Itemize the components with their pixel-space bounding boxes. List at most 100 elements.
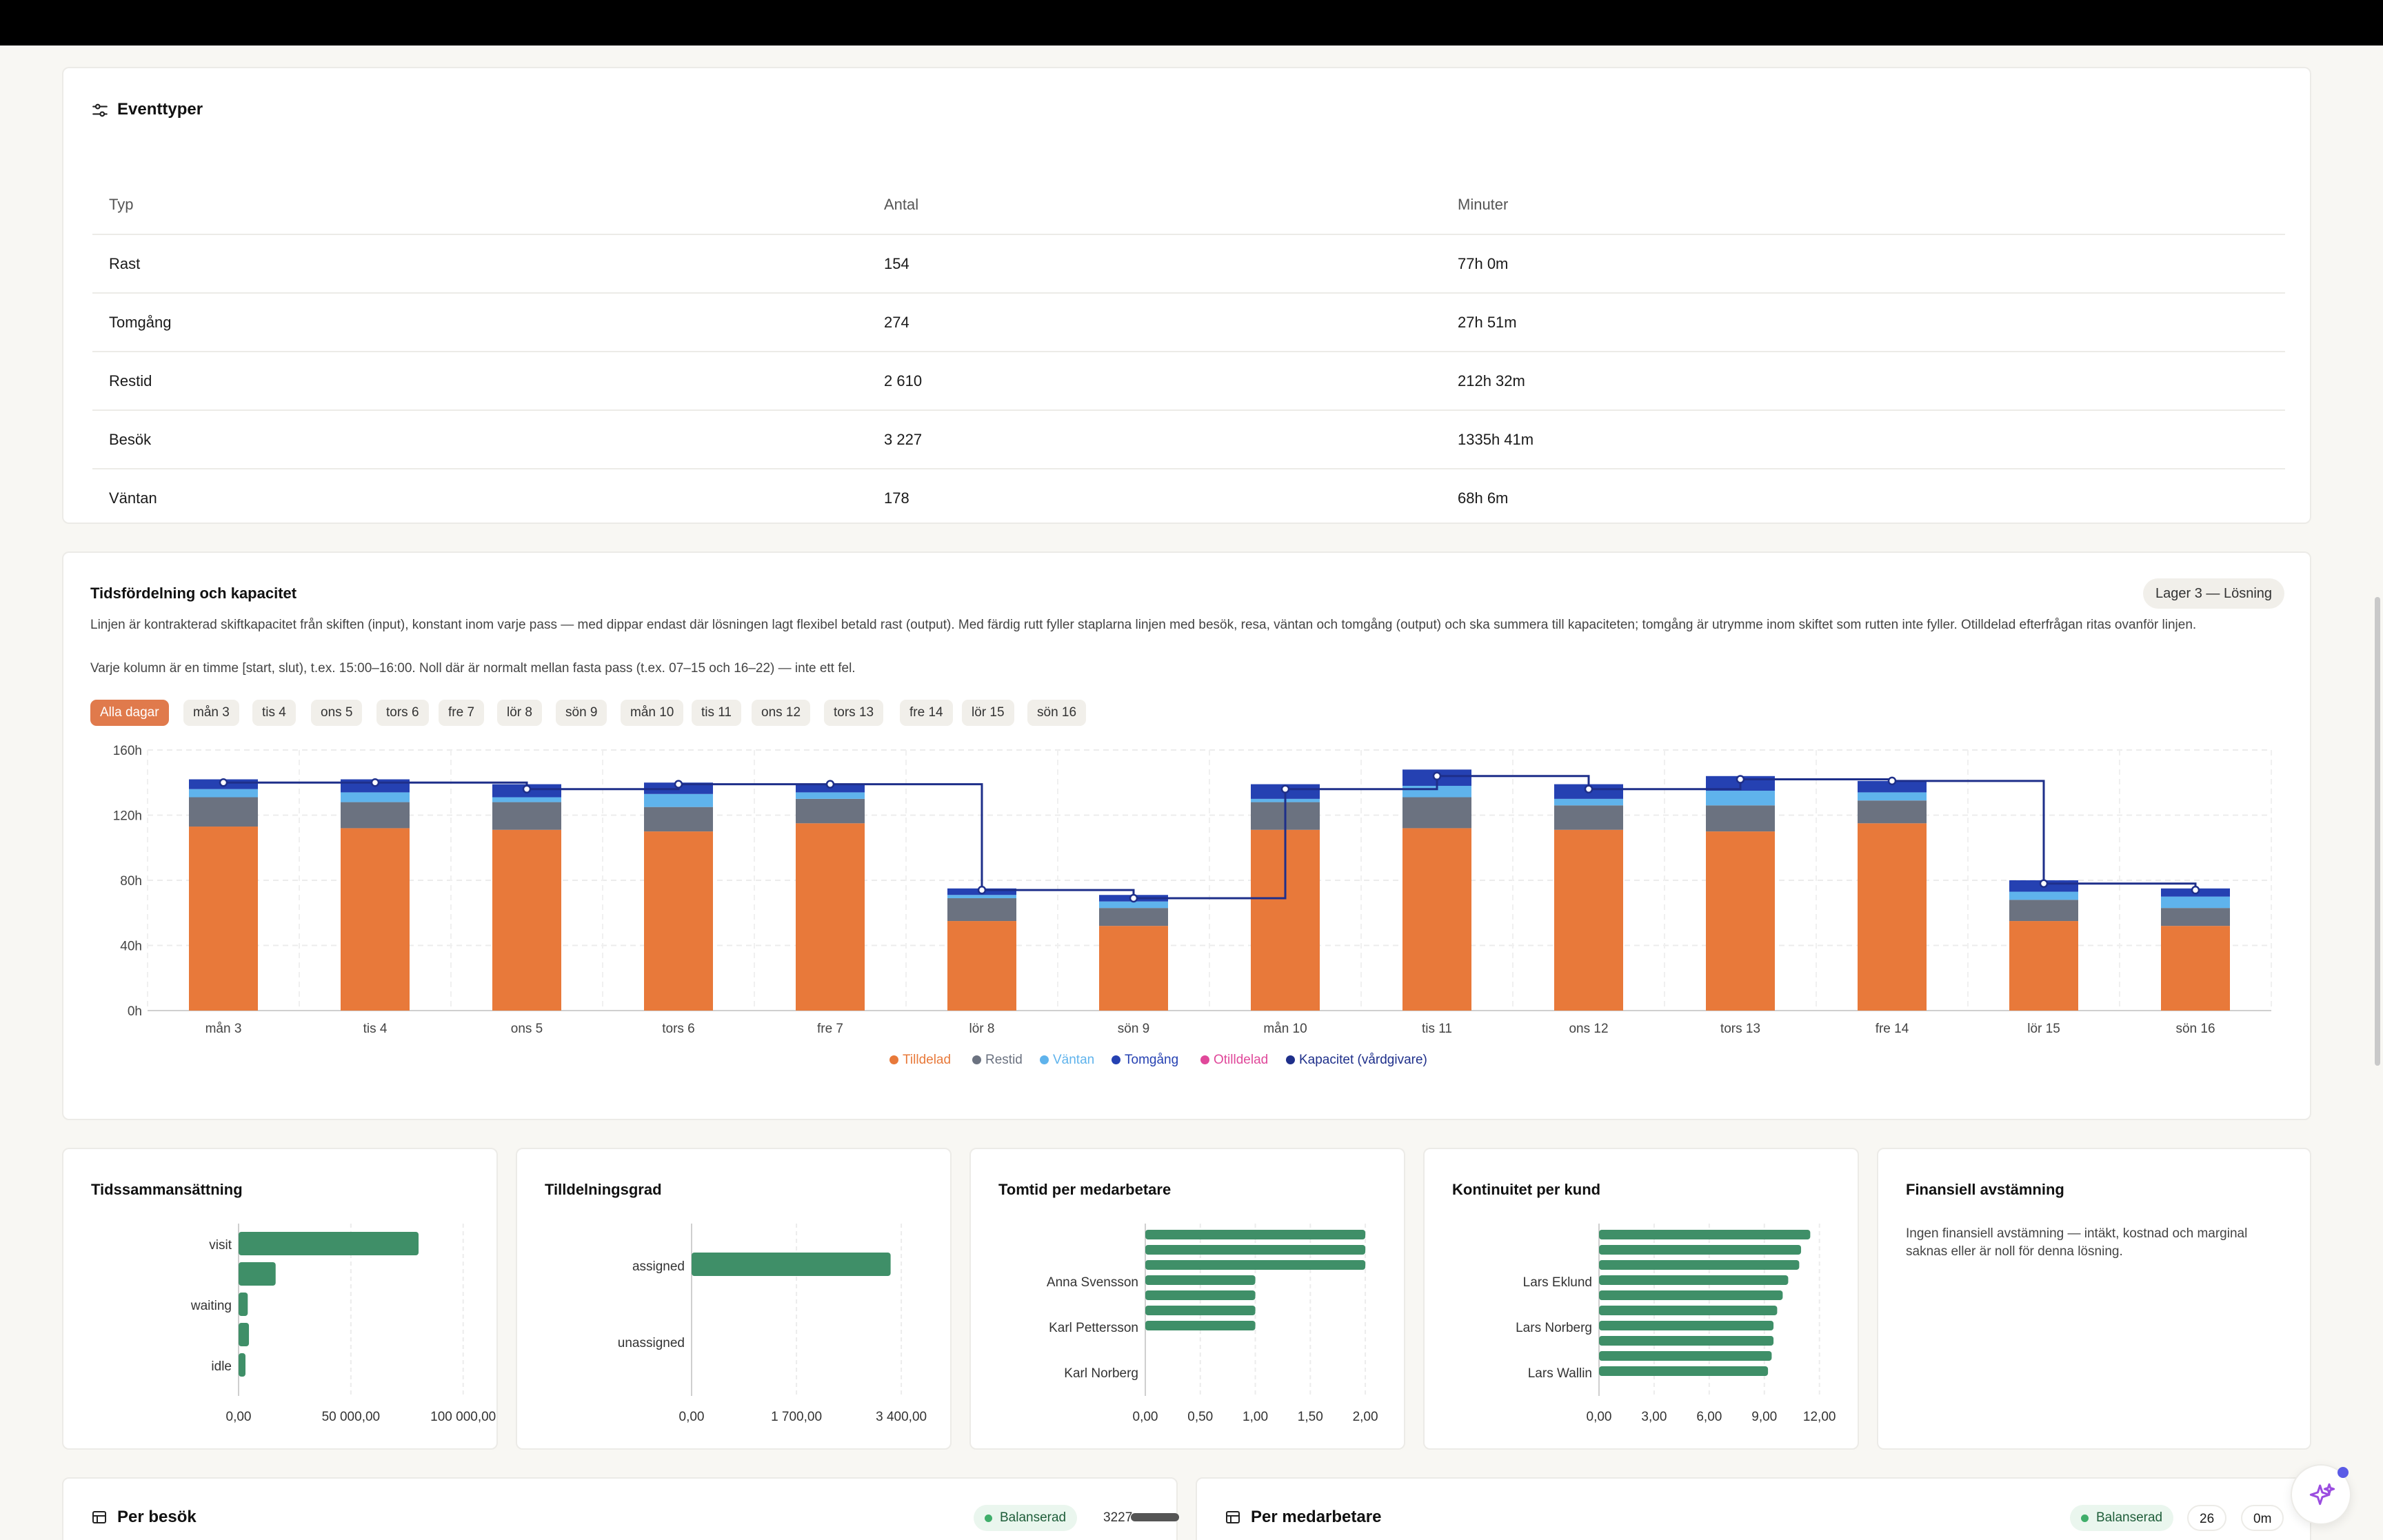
legend-item[interactable]: Tilldelad [889,1053,951,1068]
bar-segment-restid[interactable] [1706,805,1775,832]
bar-segment-restid[interactable] [2161,908,2230,926]
bar-segment-väntan[interactable] [1554,798,1623,806]
capacity-point[interactable] [370,778,380,787]
bar[interactable] [1599,1230,1811,1239]
bar[interactable] [1145,1260,1366,1270]
day-chip[interactable]: lör 15 [962,700,1014,726]
capacity-point[interactable] [674,780,683,789]
bar-segment-väntan[interactable] [1858,792,1927,801]
bar-segment-restid[interactable] [1099,908,1168,926]
bar[interactable] [1599,1275,1789,1285]
bar-segment-tilldelad[interactable] [492,829,561,1011]
bar[interactable] [692,1253,891,1276]
bar-segment-restid[interactable] [341,802,410,829]
legend-item[interactable]: Otilldelad [1200,1053,1268,1068]
page-scrollbar-thumb[interactable] [2375,597,2380,1066]
legend-item[interactable]: Kapacitet (vårdgivare) [1286,1053,1427,1068]
bar-segment-väntan[interactable] [341,792,410,802]
bar-segment-väntan[interactable] [2161,896,2230,909]
bar[interactable] [1599,1366,1769,1376]
capacity-point[interactable] [219,778,228,787]
bar-segment-restid[interactable] [796,798,865,824]
bar-segment-tilldelad[interactable] [2009,921,2078,1011]
page-scrollbar-track[interactable] [2372,45,2383,1540]
bar-segment-tilldelad[interactable] [796,823,865,1011]
bar[interactable] [1599,1290,1783,1300]
day-chip[interactable]: ons 5 [311,700,363,726]
day-chip[interactable]: tis 4 [252,700,296,726]
bar[interactable] [1145,1245,1366,1255]
day-chip[interactable]: sön 16 [1027,700,1087,726]
bar-segment-restid[interactable] [1554,805,1623,830]
bar-segment-tomgång[interactable] [1858,780,1927,793]
ai-assistant-button[interactable] [2291,1464,2351,1525]
bar[interactable] [1145,1290,1256,1300]
day-chip[interactable]: Alla dagar [90,700,169,726]
bar-segment-väntan[interactable] [947,895,1016,898]
legend-item[interactable]: Tomgång [1112,1053,1178,1068]
bar-segment-restid[interactable] [492,802,561,830]
bar-segment-tilldelad[interactable] [644,831,713,1011]
scroll-handle[interactable] [1131,1513,1179,1521]
bar-segment-väntan[interactable] [1706,791,1775,806]
bar-segment-väntan[interactable] [492,797,561,802]
bar[interactable] [1145,1230,1366,1239]
capacity-point[interactable] [1887,776,1897,786]
bar[interactable] [239,1323,250,1346]
bar-segment-tilldelad[interactable] [2161,926,2230,1011]
bar-segment-tilldelad[interactable] [1858,823,1927,1011]
day-chip[interactable]: mån 10 [621,700,684,726]
bar-segment-väntan[interactable] [189,789,258,798]
bar-segment-tilldelad[interactable] [1554,829,1623,1011]
day-chip[interactable]: ons 12 [752,700,811,726]
day-chip[interactable]: tors 6 [376,700,429,726]
capacity-point[interactable] [2039,879,2049,888]
bar[interactable] [1599,1321,1774,1330]
capacity-point[interactable] [2191,885,2200,895]
bar[interactable] [1145,1306,1256,1315]
bar-segment-väntan[interactable] [2009,891,2078,900]
bar-segment-restid[interactable] [1858,800,1927,824]
bar-segment-väntan[interactable] [1099,901,1168,909]
day-chip[interactable]: tors 13 [824,700,884,726]
bar-segment-restid[interactable] [644,807,713,832]
bar-segment-restid[interactable] [1402,797,1471,829]
bar-segment-tilldelad[interactable] [947,921,1016,1011]
bar[interactable] [239,1232,419,1255]
bar-segment-tilldelad[interactable] [1402,828,1471,1011]
bar-segment-tilldelad[interactable] [341,828,410,1011]
bar-segment-restid[interactable] [2009,900,2078,922]
bar-segment-restid[interactable] [189,797,258,827]
bar[interactable] [1599,1260,1800,1270]
bar[interactable] [1599,1245,1802,1255]
bar-segment-tilldelad[interactable] [189,827,258,1011]
bar-segment-väntan[interactable] [796,792,865,799]
bar-segment-tilldelad[interactable] [1706,831,1775,1011]
bar[interactable] [1599,1306,1778,1315]
capacity-point[interactable] [1584,784,1593,793]
capacity-point[interactable] [977,885,987,895]
day-chip[interactable]: mån 3 [183,700,239,726]
bar[interactable] [1599,1351,1772,1361]
day-chip[interactable]: fre 7 [439,700,485,726]
day-chip[interactable]: lör 8 [497,700,542,726]
day-chip[interactable]: fre 14 [900,700,953,726]
bar[interactable] [1599,1336,1774,1346]
bar[interactable] [239,1293,248,1316]
bar[interactable] [239,1353,245,1377]
bar[interactable] [1145,1275,1256,1285]
legend-item[interactable]: Väntan [1040,1053,1094,1068]
capacity-point[interactable] [1129,893,1138,903]
bar-segment-väntan[interactable] [644,793,713,807]
capacity-point[interactable] [825,780,835,789]
bar[interactable] [239,1262,276,1286]
capacity-point[interactable] [1736,775,1745,784]
capacity-point[interactable] [522,784,532,793]
bar-segment-tilldelad[interactable] [1099,926,1168,1011]
day-chip[interactable]: tis 11 [692,700,742,726]
bar[interactable] [1145,1321,1256,1330]
legend-item[interactable]: Restid [972,1053,1023,1068]
capacity-point[interactable] [1432,771,1442,781]
capacity-point[interactable] [1280,784,1290,793]
bar-segment-restid[interactable] [947,898,1016,922]
